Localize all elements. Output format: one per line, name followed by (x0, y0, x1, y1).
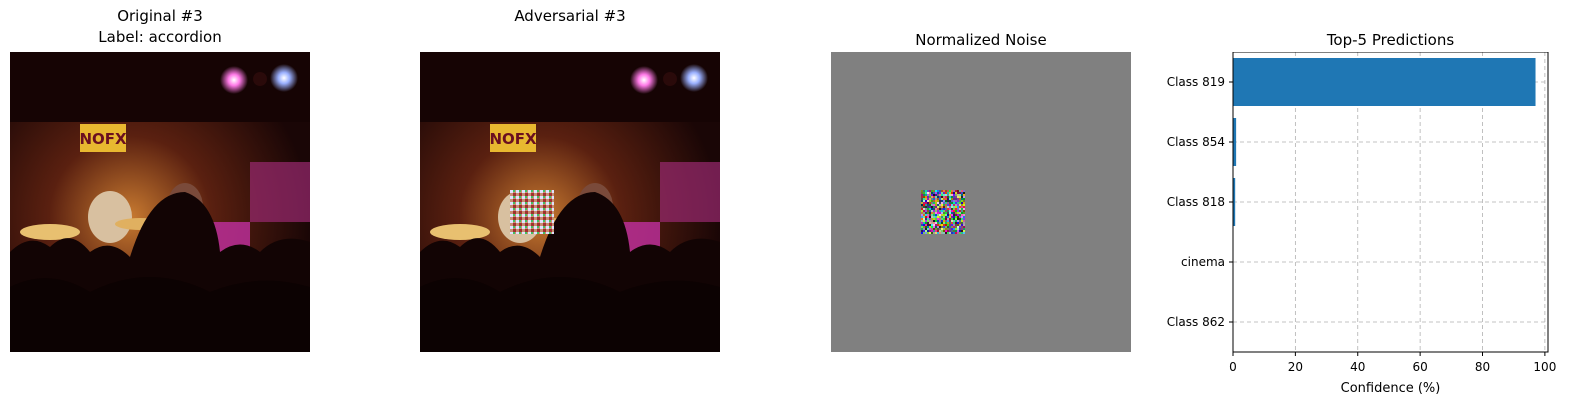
x-tick-label: 80 (1475, 360, 1490, 374)
chart-title: Top-5 Predictions (1326, 31, 1455, 49)
original-title: Original #3 Label: accordion (10, 6, 310, 48)
original-title-line1: Original #3 (117, 7, 203, 25)
y-tick-label: Class 854 (1167, 135, 1225, 149)
y-tick-label: Class 818 (1167, 195, 1225, 209)
x-tick-label: 20 (1288, 360, 1303, 374)
adversarial-image: NOFX (420, 52, 720, 352)
y-tick-label: Class 862 (1167, 315, 1225, 329)
bar-class-818 (1233, 178, 1236, 226)
nofx-sign-text: NOFX (79, 130, 127, 148)
concert-scene-original: NOFX (10, 52, 310, 352)
nofx-sign-text-adv: NOFX (489, 130, 537, 148)
adversarial-title: Adversarial #3 (514, 7, 626, 25)
bar-class-819 (1233, 58, 1536, 106)
x-tick-label: 0 (1229, 360, 1237, 374)
noise-map (831, 52, 1131, 352)
concert-scene-adversarial: NOFX (420, 52, 720, 352)
x-tick-label: 40 (1350, 360, 1365, 374)
original-title-line2: Label: accordion (98, 28, 222, 46)
predictions-chart: Class 819 Class 854 Class 818 cinema Class 8… (1167, 52, 1556, 396)
y-tick-label: cinema (1181, 255, 1225, 269)
noise-image (831, 52, 1131, 352)
x-axis-label: Confidence (%) (1341, 381, 1441, 396)
original-image: NOFX (10, 52, 310, 352)
adversarial-patch (510, 190, 554, 234)
x-tick-label: 60 (1412, 360, 1427, 374)
y-tick-label: Class 819 (1167, 75, 1225, 89)
noise-patch (921, 190, 965, 234)
bar-class-854 (1233, 118, 1237, 166)
x-tick-label: 100 (1533, 360, 1556, 374)
noise-title: Normalized Noise (915, 31, 1047, 49)
